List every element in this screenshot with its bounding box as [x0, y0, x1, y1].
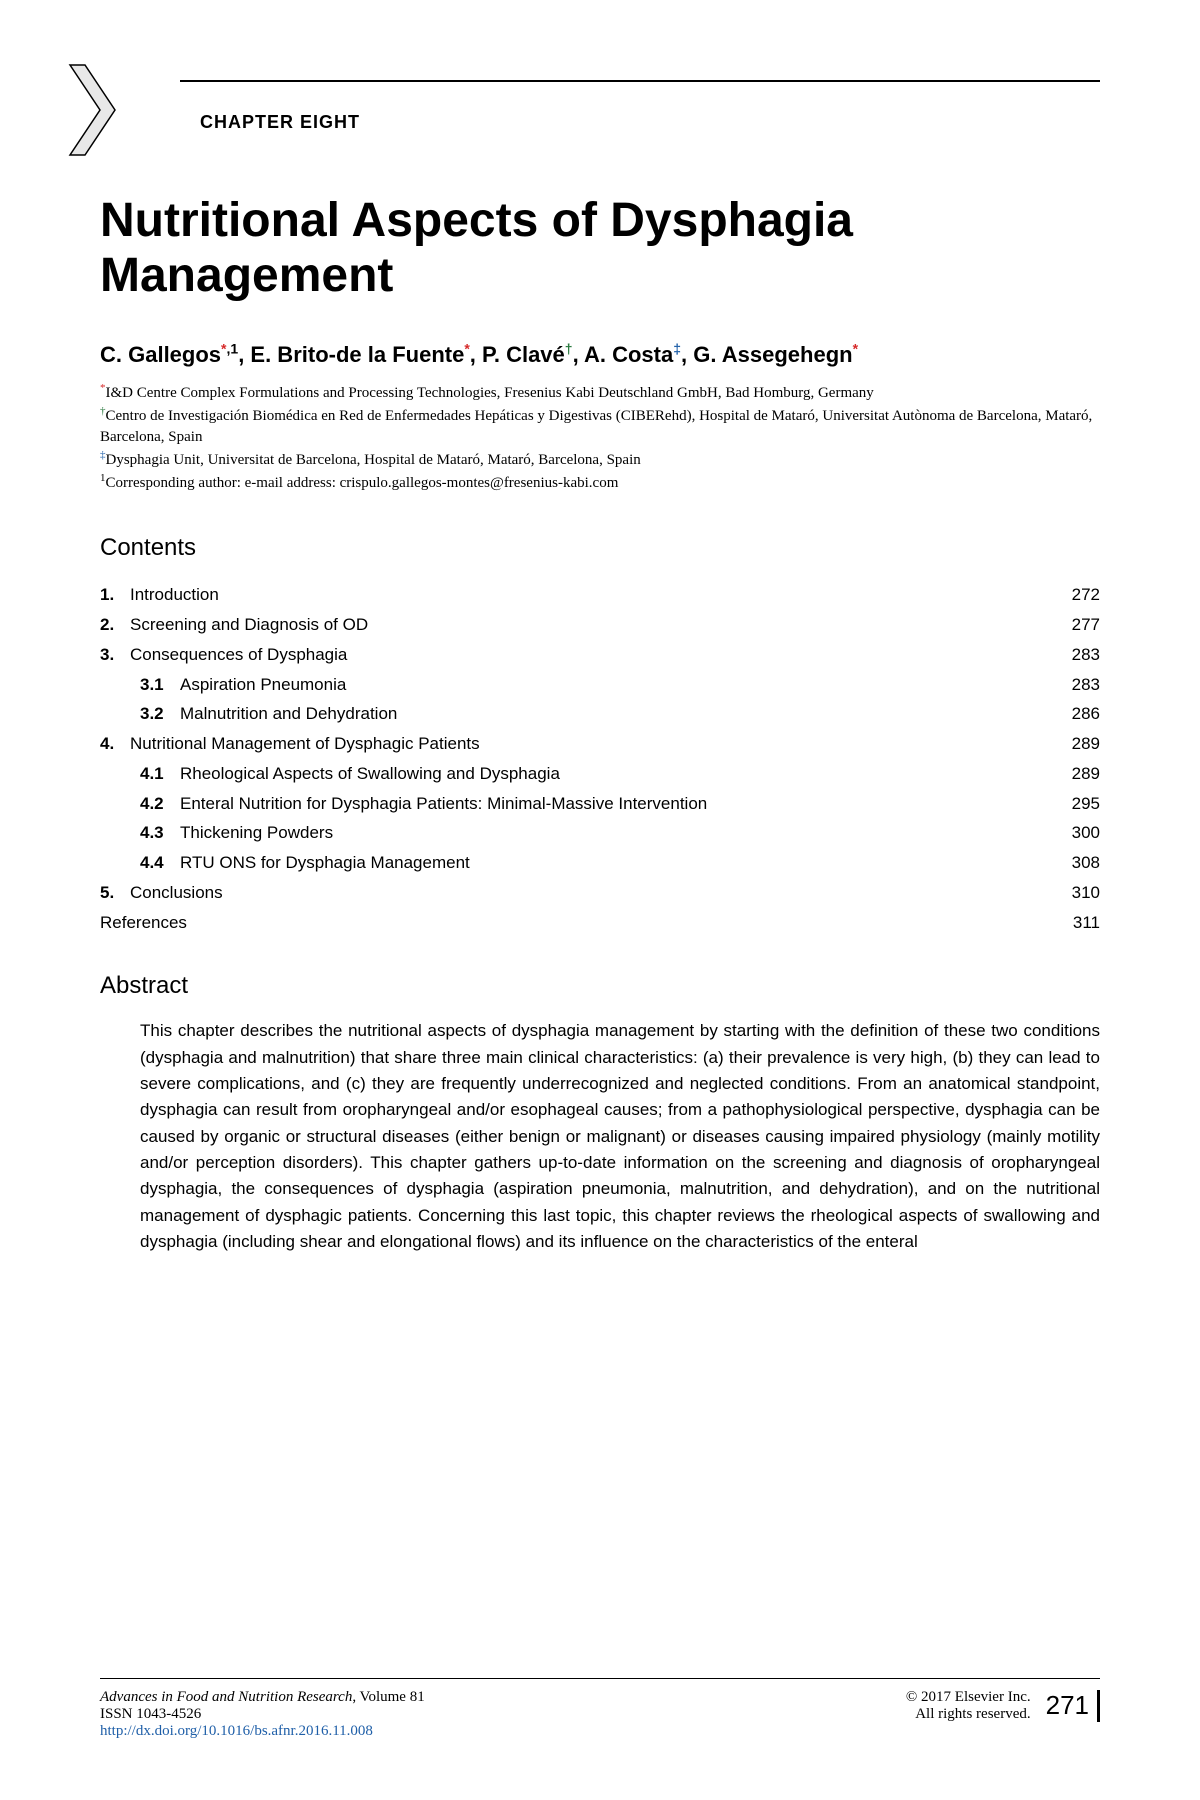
- chapter-title: Nutritional Aspects of Dysphagia Managem…: [100, 193, 1100, 303]
- toc-entry: 5.Conclusions310: [100, 878, 1100, 908]
- toc-entry: 1.Introduction272: [100, 580, 1100, 610]
- footer-left: Advances in Food and Nutrition Research,…: [100, 1689, 425, 1740]
- toc-entry: 4.4RTU ONS for Dysphagia Management308: [100, 848, 1100, 878]
- toc-entry: 4.1Rheological Aspects of Swallowing and…: [100, 759, 1100, 789]
- toc-entry: 3.Consequences of Dysphagia283: [100, 640, 1100, 670]
- toc-entry: 4.3Thickening Powders300: [100, 818, 1100, 848]
- affiliation-line: †Centro de Investigación Biomédica en Re…: [100, 404, 1100, 448]
- header-rule: [180, 80, 1100, 82]
- author-list: C. Gallegos*,1, E. Brito-de la Fuente*, …: [100, 338, 1100, 371]
- volume: , Volume 81: [352, 1689, 424, 1705]
- contents-heading: Contents: [100, 534, 1100, 562]
- copyright: © 2017 Elsevier Inc.: [906, 1689, 1031, 1705]
- chapter-chevron-icon: [60, 60, 130, 165]
- affiliation-line: *I&D Centre Complex Formulations and Pro…: [100, 381, 1100, 404]
- toc-entry: 3.2Malnutrition and Dehydration286: [100, 699, 1100, 729]
- toc-entry: References311: [100, 908, 1100, 938]
- table-of-contents: 1.Introduction2722.Screening and Diagnos…: [100, 580, 1100, 937]
- doi-link[interactable]: http://dx.doi.org/10.1016/bs.afnr.2016.1…: [100, 1723, 373, 1739]
- toc-entry: 4.Nutritional Management of Dysphagic Pa…: [100, 729, 1100, 759]
- affiliation-line: ‡Dysphagia Unit, Universitat de Barcelon…: [100, 448, 1100, 471]
- chapter-label: CHAPTER EIGHT: [200, 112, 1100, 133]
- toc-entry: 2.Screening and Diagnosis of OD277: [100, 610, 1100, 640]
- abstract-heading: Abstract: [100, 972, 1100, 1000]
- page-footer: Advances in Food and Nutrition Research,…: [100, 1678, 1100, 1740]
- affiliation-line: 1Corresponding author: e-mail address: c…: [100, 471, 1100, 494]
- journal-name: Advances in Food and Nutrition Research: [100, 1689, 352, 1705]
- rights: All rights reserved.: [915, 1706, 1030, 1722]
- footer-right: © 2017 Elsevier Inc. All rights reserved…: [906, 1689, 1031, 1723]
- abstract-text: This chapter describes the nutritional a…: [100, 1018, 1100, 1255]
- toc-entry: 4.2Enteral Nutrition for Dysphagia Patie…: [100, 789, 1100, 819]
- toc-entry: 3.1Aspiration Pneumonia283: [100, 670, 1100, 700]
- issn: ISSN 1043-4526: [100, 1706, 201, 1722]
- affiliations: *I&D Centre Complex Formulations and Pro…: [100, 381, 1100, 494]
- page-number: 271: [1046, 1690, 1100, 1721]
